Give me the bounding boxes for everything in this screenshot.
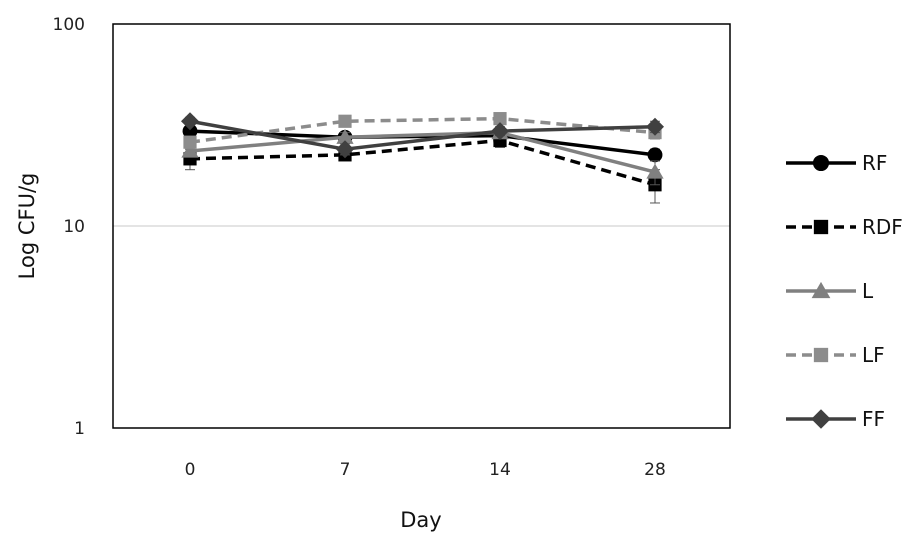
plot-area-border xyxy=(112,23,731,429)
data-point xyxy=(182,123,198,139)
series-ff xyxy=(181,112,664,159)
y-tick-label: 10 xyxy=(63,217,85,237)
data-point xyxy=(336,128,354,144)
data-point xyxy=(647,147,663,163)
x-tick-label: 7 xyxy=(340,460,351,480)
x-tick-label: 28 xyxy=(644,460,666,480)
legend-label: FF xyxy=(862,407,885,431)
data-point xyxy=(183,135,197,149)
x-tick-labels: 0 7 14 28 xyxy=(185,460,666,480)
series-line xyxy=(189,138,656,187)
y-tick-labels: 1 10 100 xyxy=(53,15,85,439)
data-point xyxy=(336,140,354,159)
legend-entry-lf: LF xyxy=(786,343,885,367)
legend-marker xyxy=(813,347,829,363)
y-tick-label: 1 xyxy=(74,419,85,439)
x-axis-title: Day xyxy=(400,508,441,532)
x-tick-label: 0 xyxy=(185,460,196,480)
series-line xyxy=(189,119,656,151)
data-point xyxy=(493,112,507,126)
legend-marker xyxy=(811,409,831,429)
legend-entry-rdf: RDF xyxy=(786,215,903,239)
legend-entry-l: L xyxy=(786,279,874,303)
data-point xyxy=(491,122,509,141)
data-point xyxy=(181,112,199,131)
data-point xyxy=(181,142,199,158)
series-layer xyxy=(181,112,664,204)
series-line xyxy=(189,130,656,174)
legend-marker xyxy=(811,281,831,299)
legend: RF RDF L LF FF xyxy=(786,151,903,431)
legend-marker xyxy=(813,219,829,235)
series-line xyxy=(189,116,656,144)
legend-label: LF xyxy=(862,343,885,367)
y-axis-title: Log CFU/g xyxy=(15,173,39,280)
legend-label: RF xyxy=(862,151,887,175)
data-point xyxy=(646,163,664,179)
series-lf xyxy=(183,112,662,149)
legend-marker xyxy=(812,154,830,172)
data-point xyxy=(646,117,664,136)
data-point xyxy=(338,114,352,128)
y-tick-label: 100 xyxy=(53,15,85,35)
legend-entry-rf: RF xyxy=(786,151,887,175)
legend-label: L xyxy=(862,279,874,303)
legend-entry-ff: FF xyxy=(786,407,885,431)
x-tick-label: 14 xyxy=(489,460,511,480)
legend-label: RDF xyxy=(862,215,903,239)
